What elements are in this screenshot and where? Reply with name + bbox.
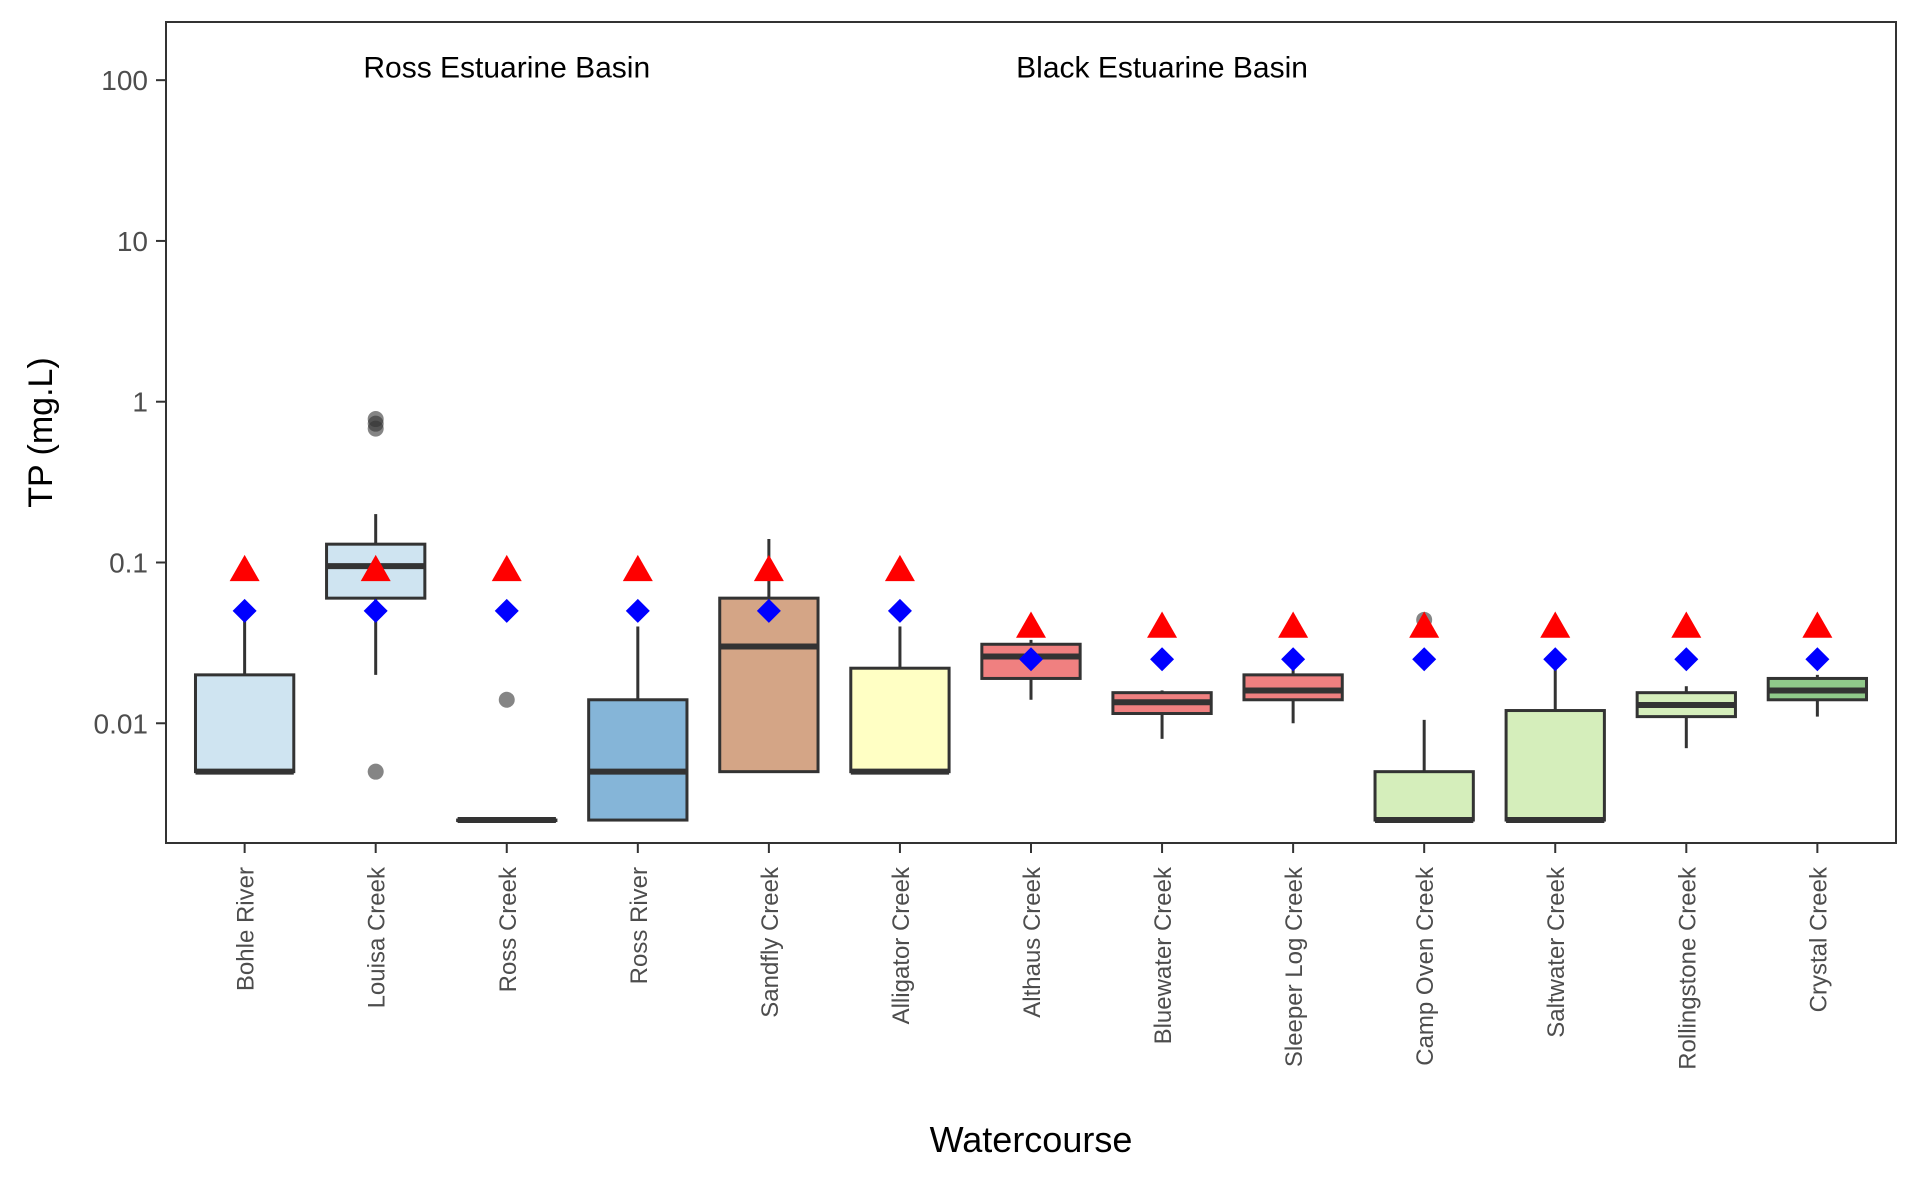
x-tick-label: Ross Creek: [495, 866, 522, 992]
diamond-marker: [1805, 647, 1830, 672]
x-tick-label: Alligator Creek: [888, 866, 915, 1024]
y-tick-label: 10: [117, 226, 148, 257]
x-tick-label: Camp Oven Creek: [1412, 866, 1439, 1066]
x-tick-label: Louisa Creek: [364, 866, 391, 1008]
triangle-marker: [229, 554, 260, 582]
box-body: [1504, 709, 1606, 822]
box-sandfly-creek: [718, 538, 820, 774]
box-alligator-creek: [849, 626, 951, 775]
y-axis-title: TP (mg.L): [22, 357, 60, 508]
box-sleeper-log-creek: [1242, 668, 1344, 724]
box-ross-creek: [456, 817, 558, 824]
triangle-marker: [1671, 611, 1702, 638]
x-tick-label: Saltwater Creek: [1543, 866, 1570, 1038]
box-ross-river: [587, 626, 689, 822]
y-tick-label: 0.01: [94, 708, 149, 739]
y-tick-label: 100: [101, 65, 148, 96]
x-tick-label: Crystal Creek: [1805, 866, 1832, 1012]
diamond-marker: [1150, 647, 1175, 672]
box-camp-oven-creek: [1373, 719, 1475, 824]
box-body: [193, 673, 296, 774]
triangle-marker: [753, 554, 784, 582]
diamond-marker: [756, 598, 781, 623]
box-bluewater-creek: [1111, 690, 1213, 739]
x-tick-label: Ross River: [626, 867, 653, 984]
triangle-marker: [1802, 611, 1833, 638]
y-tick-label: 1: [132, 387, 148, 418]
diamond-marker: [232, 598, 257, 623]
x-axis-title: Watercourse: [930, 1119, 1133, 1160]
diamond-marker: [494, 598, 519, 623]
x-tick-label: Sandfly Creek: [757, 866, 784, 1018]
box-crystal-creek: [1766, 674, 1869, 717]
triangle-marker: [884, 554, 915, 582]
triangle-marker: [1540, 611, 1571, 638]
box-body: [587, 698, 689, 822]
y-tick-label: 0.1: [109, 547, 148, 578]
annotations: Ross Estuarine Basin Black Estuarine Basi…: [363, 51, 1308, 84]
x-tick-label: Rollingstone Creek: [1674, 866, 1701, 1070]
triangle-marker: [1016, 611, 1046, 638]
outlier-point: [367, 763, 384, 780]
outlier-point: [367, 411, 384, 428]
triangle-marker: [491, 554, 522, 582]
triangle-marker: [1278, 611, 1309, 638]
triangle-marker: [622, 554, 653, 582]
box-rollingstone-creek: [1635, 686, 1737, 749]
diamond-marker: [625, 598, 650, 623]
triangle-marker: [360, 554, 391, 582]
triangle-marker: [1409, 611, 1440, 638]
x-tick-label: Althaus Creek: [1019, 866, 1046, 1018]
x-tick-label: Bohle River: [233, 867, 260, 991]
box-body: [1242, 673, 1344, 702]
box-body: [718, 596, 820, 774]
diamond-marker: [1019, 647, 1043, 672]
x-axis: Bohle River Louisa Creek Ross Creek Ross Ri…: [233, 843, 1832, 1070]
x-tick-label: Bluewater Creek: [1150, 866, 1177, 1044]
triangle-marker: [1147, 611, 1178, 638]
summary-markers: [229, 554, 1833, 672]
outlier-point: [498, 691, 515, 708]
diamond-marker: [1412, 647, 1437, 672]
diamond-marker: [887, 598, 912, 623]
x-tick-label: Sleeper Log Creek: [1281, 866, 1308, 1067]
basin-label: Ross Estuarine Basin: [363, 51, 650, 84]
y-axis: 0.01 0.1 1 10 100: [94, 65, 166, 739]
box-bohle-river: [193, 610, 296, 775]
diamond-marker: [1543, 647, 1568, 672]
diamond-marker: [1674, 647, 1699, 672]
box-body: [849, 666, 951, 774]
panel-border: [165, 21, 1897, 844]
diamond-marker: [363, 598, 388, 623]
box-body: [1373, 770, 1475, 822]
diamond-marker: [1281, 647, 1306, 672]
basin-label: Black Estuarine Basin: [1016, 51, 1308, 84]
boxes: [193, 514, 1869, 824]
